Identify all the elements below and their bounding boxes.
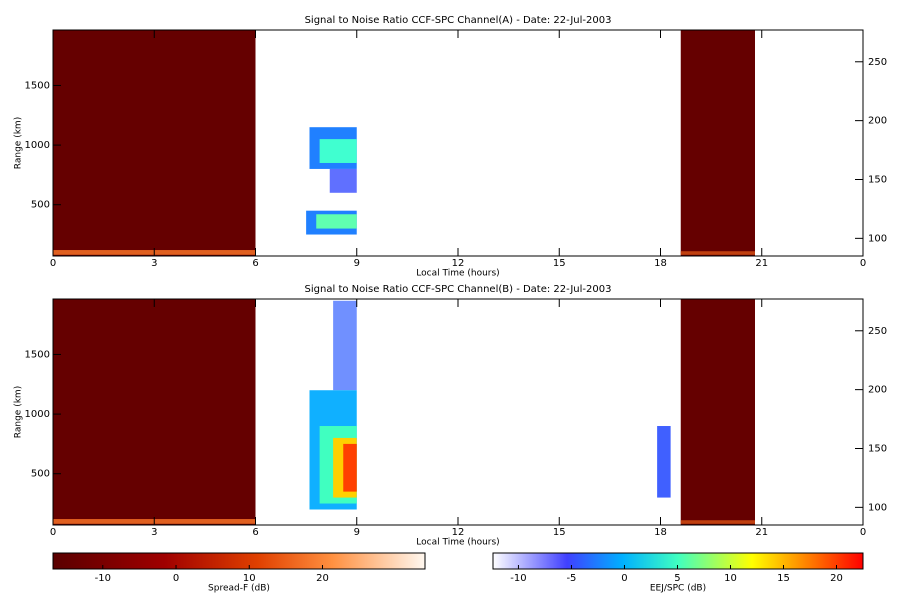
x-tick-label: 3 <box>151 258 157 269</box>
colorbar <box>52 552 426 570</box>
colorbar-tick-label: 20 <box>316 573 329 584</box>
colorbar-tick-label: -5 <box>566 573 576 584</box>
colorbar-tick-label: 10 <box>243 573 256 584</box>
y2-tick-label: 100 <box>868 502 887 513</box>
colorbar-tick-label: 5 <box>674 573 680 584</box>
region <box>319 139 357 163</box>
region <box>657 426 671 498</box>
region <box>333 300 357 391</box>
x-tick-label: 21 <box>755 527 768 538</box>
y-tick-label: 500 <box>31 469 50 480</box>
x-tick-label: 9 <box>354 527 360 538</box>
x-tick-label: 18 <box>654 527 667 538</box>
y-tick-label: 1000 <box>25 140 50 151</box>
y-axis-label: Range (km) <box>14 386 24 438</box>
chart-title: Signal to Noise Ratio CCF-SPC Channel(A)… <box>305 15 612 26</box>
y2-tick-label: 150 <box>868 443 887 454</box>
colorbar-label: EEJ/SPC (dB) <box>650 584 706 594</box>
y-tick-label: 1000 <box>25 409 50 420</box>
colorbar-tick-label: 15 <box>777 573 790 584</box>
x-tick-label: 3 <box>151 527 157 538</box>
region <box>53 30 256 256</box>
x-tick-label: 12 <box>452 527 465 538</box>
x-tick-label: 6 <box>252 258 258 269</box>
colorbar-tick-label: 20 <box>830 573 843 584</box>
x-tick-label: 15 <box>553 258 566 269</box>
x-tick-label: 18 <box>654 258 667 269</box>
x-tick-label: 0 <box>50 527 56 538</box>
y2-tick-label: 200 <box>868 116 887 127</box>
region <box>316 214 357 229</box>
x-tick-label: 0 <box>860 527 866 538</box>
colorbar <box>492 552 864 570</box>
colorbar-tick-label: 0 <box>173 573 179 584</box>
region <box>680 520 755 524</box>
colorbar-label: Spread-F (dB) <box>208 584 270 594</box>
y-axis-label: Range (km) <box>14 117 24 169</box>
y2-tick-label: 250 <box>868 57 887 68</box>
region <box>680 299 755 525</box>
colorbar-tick-label: -10 <box>95 573 111 584</box>
x-tick-label: 15 <box>553 527 566 538</box>
region <box>329 168 357 193</box>
colorbar-tick-label: 10 <box>724 573 737 584</box>
colorbar-tick-label: 0 <box>621 573 627 584</box>
y-tick-label: 1500 <box>25 80 50 91</box>
x-tick-label: 6 <box>252 527 258 538</box>
x-tick-label: 12 <box>452 258 465 269</box>
x-tick-label: 0 <box>860 258 866 269</box>
region <box>680 30 755 256</box>
region <box>343 443 357 492</box>
chart-title: Signal to Noise Ratio CCF-SPC Channel(B)… <box>305 284 612 295</box>
x-tick-label: 0 <box>50 258 56 269</box>
y-tick-label: 500 <box>31 200 50 211</box>
x-tick-label: 21 <box>755 258 768 269</box>
y2-tick-label: 100 <box>868 233 887 244</box>
x-axis-label: Local Time (hours) <box>416 538 499 548</box>
x-tick-label: 9 <box>354 258 360 269</box>
x-axis-label: Local Time (hours) <box>416 269 499 279</box>
region <box>680 251 755 255</box>
y-tick-label: 1500 <box>25 349 50 360</box>
y2-tick-label: 200 <box>868 385 887 396</box>
y2-tick-label: 250 <box>868 326 887 337</box>
region <box>53 299 256 525</box>
colorbar-tick-label: -10 <box>510 573 526 584</box>
y2-tick-label: 150 <box>868 174 887 185</box>
